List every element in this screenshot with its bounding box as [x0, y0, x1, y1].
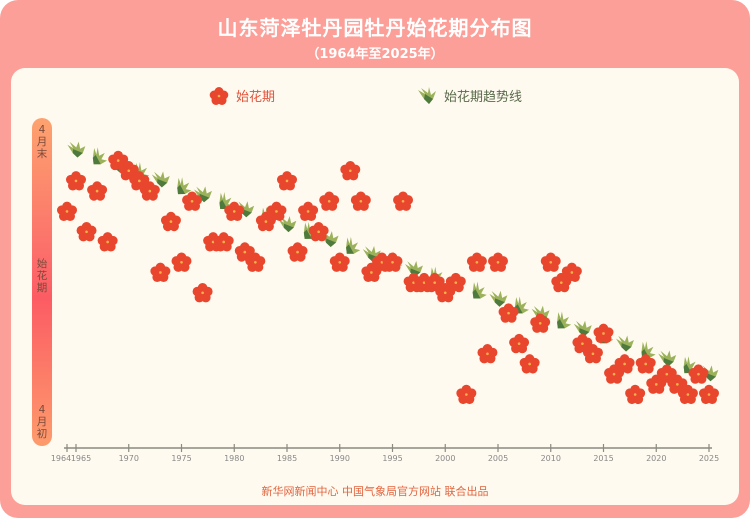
flower-data-point	[66, 171, 86, 191]
trend-leaf-icon	[616, 335, 634, 352]
flower-data-point	[182, 191, 203, 211]
flower-data-point	[87, 181, 108, 201]
trend-leaf-icon	[346, 236, 361, 254]
chart-panel	[11, 68, 739, 505]
chart-subtitle: （1964年至2025年）	[306, 47, 444, 62]
x-tick-label: 2020	[646, 454, 666, 463]
flower-data-point	[266, 201, 287, 222]
flower-data-point	[393, 191, 414, 211]
legend-item-flower: 始花期	[208, 86, 275, 105]
flower-data-point	[572, 333, 593, 354]
flower-data-point	[129, 171, 150, 191]
x-tick-label: 2015	[593, 454, 613, 463]
flower-data-point	[298, 201, 319, 222]
y-label-bloom-period: 始 花 期	[36, 258, 48, 294]
legend-trend-label: 始花期趋势线	[444, 90, 523, 105]
flower-data-point	[582, 344, 603, 364]
trend-leaf-icon	[489, 290, 508, 307]
y-label-april-start: 4 月 初	[36, 404, 48, 440]
flower-data-point	[509, 333, 530, 354]
trend-leaf-icon	[557, 311, 572, 329]
flower-data-point	[139, 181, 160, 201]
flower-data-point	[171, 252, 192, 272]
flower-data-point	[498, 303, 519, 323]
flower-data-point	[76, 221, 97, 242]
x-tick-label: 2000	[435, 454, 455, 463]
x-tick-label: 2010	[541, 454, 561, 463]
x-tick-label: 1985	[277, 454, 297, 463]
flower-data-point	[287, 242, 308, 262]
flower-data-point	[699, 384, 719, 405]
flower-data-point	[646, 374, 667, 394]
flower-data-point	[593, 323, 614, 344]
x-tick-label: 2005	[488, 454, 508, 463]
flower-icon	[209, 86, 229, 105]
flower-data-point	[456, 384, 477, 405]
x-tick-label: 1990	[330, 454, 350, 463]
trend-leaf-icon	[177, 177, 192, 195]
y-axis-bar: 4 月 末 始 花 期 4 月 初	[32, 118, 52, 446]
trend-leaf-icon	[92, 147, 108, 165]
flower-data-point	[488, 252, 508, 272]
flower-data-point	[277, 171, 297, 191]
flower-data-point	[614, 354, 635, 374]
leaf-icon	[418, 86, 436, 104]
flower-data-point	[329, 252, 350, 272]
flower-data-point	[625, 384, 646, 405]
footer-credit: 新华网新闻中心 中国气象局官方网站 联合出品	[261, 485, 489, 498]
flower-data-point	[57, 201, 77, 222]
flower-data-point	[150, 262, 171, 283]
flower-data-point	[308, 221, 329, 242]
flower-data-point	[530, 313, 551, 333]
flower-data-point	[667, 374, 688, 394]
flower-data-point	[213, 232, 234, 252]
flower-data-point	[192, 282, 213, 303]
flower-data-point	[97, 232, 118, 252]
flower-data-point	[519, 354, 540, 374]
flower-data-point	[224, 201, 245, 222]
flower-data-point	[540, 252, 561, 272]
x-tick-label: 1964	[51, 454, 71, 463]
flower-data-point	[445, 272, 466, 293]
flower-data-point	[688, 364, 709, 384]
legend-item-trend: 始花期趋势线	[416, 86, 522, 105]
flower-data-point	[477, 344, 498, 364]
x-tick-label: 1970	[119, 454, 139, 463]
legend-flower-label: 始花期	[236, 90, 276, 105]
x-tick-label: 1995	[382, 454, 402, 463]
flower-data-point	[677, 384, 698, 405]
flower-data-point	[234, 242, 255, 262]
x-tick-label: 2025	[699, 454, 719, 463]
y-label-april-end: 4 月 末	[36, 124, 48, 160]
x-tick-label: 1975	[171, 454, 191, 463]
trend-leaf-icon	[151, 171, 170, 188]
trend-leaf-icon	[472, 281, 487, 299]
trend-leaf-icon	[67, 141, 86, 158]
trend-leaf-icon	[278, 216, 297, 233]
flower-data-point	[160, 211, 181, 232]
flower-data-point	[551, 272, 572, 293]
trend-leaf-icon	[658, 350, 677, 367]
flower-data-point	[340, 160, 361, 181]
chart-title: 山东菏泽牡丹园牡丹始花期分布图	[217, 16, 533, 40]
flower-data-point	[245, 252, 266, 272]
flower-data-point	[382, 252, 403, 272]
x-tick-label: 1980	[224, 454, 244, 463]
flower-data-point	[561, 262, 582, 283]
flower-data-point	[350, 191, 371, 211]
flower-data-point	[466, 252, 487, 272]
flower-data-point	[635, 354, 656, 374]
flower-data-point	[319, 191, 340, 211]
x-tick-label: 1965	[71, 454, 91, 463]
